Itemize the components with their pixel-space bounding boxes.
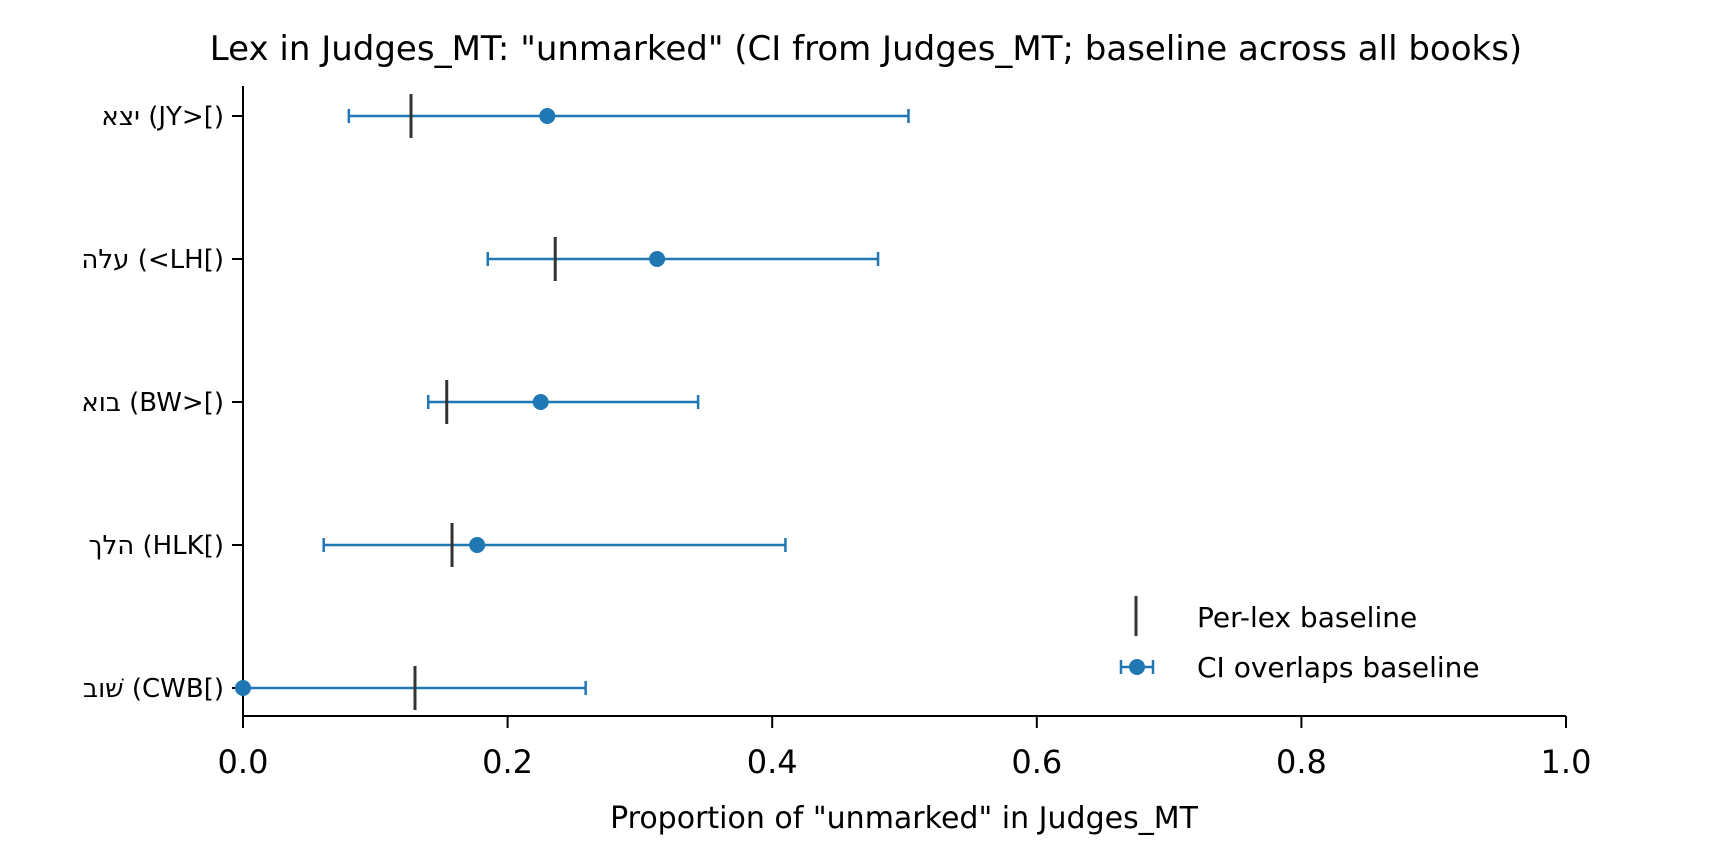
legend-baseline-label: Per-lex baseline [1197,601,1417,634]
plot-area: 0.0 0.2 0.4 0.6 0.8 1.0 יצא (JY>[) עלה (<LH[) ב… [81,86,1591,781]
y-tick-label: שׁוב (CWB[) [83,674,224,704]
x-tick-label: 0.0 [218,743,269,781]
legend-ci-marker [1119,659,1155,675]
data-point [539,108,556,124]
x-axis-label: Proportion of "unmarked" in Judges_MT [610,801,1198,836]
x-ticks: 0.0 0.2 0.4 0.6 0.8 1.0 [218,716,1592,781]
data-point [649,251,666,267]
category-row [322,523,787,567]
data-point [235,680,251,696]
category-row [347,94,910,138]
x-tick-label: 0.2 [482,743,533,781]
data-point [532,394,549,410]
x-tick-label: 1.0 [1541,743,1592,781]
category-row [235,666,587,710]
category-row [426,380,700,424]
y-tick-label: עלה (<LH[) [81,245,224,275]
data-point [469,537,486,553]
y-tick-label: הלך (HLK[) [88,531,224,561]
x-tick-label: 0.8 [1276,743,1327,781]
y-ticks: יצא (JY>[) עלה (<LH[) בוא (BW>[) הלך (HLK[)… [81,102,243,704]
chart-title: Lex in Judges_MT: "unmarked" (CI from Ju… [210,29,1522,69]
y-tick-label: יצא (JY>[) [101,102,224,132]
y-tick-label: בוא (BW>[) [81,388,224,418]
legend: Per-lex baseline CI overlaps baseline [1119,596,1480,684]
series [235,94,910,710]
x-tick-label: 0.4 [747,743,798,781]
category-row [486,237,880,281]
legend-ci-label: CI overlaps baseline [1197,651,1480,684]
x-tick-label: 0.6 [1011,743,1062,781]
